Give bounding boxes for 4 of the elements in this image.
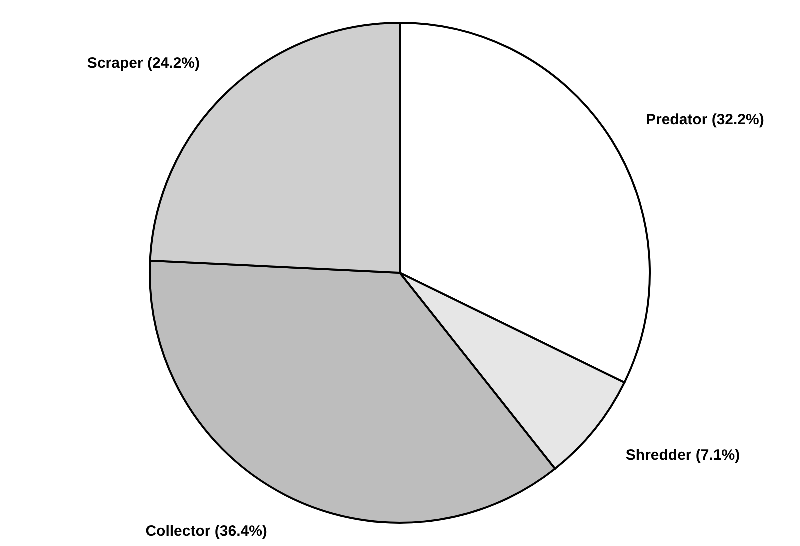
slice-label: Collector (36.4%) [146, 522, 268, 540]
slice-label: Scraper (24.2%) [87, 55, 200, 72]
slice-label: Predator (32.2%) [646, 111, 764, 128]
slice-label: Shredder (7.1%) [626, 446, 740, 464]
